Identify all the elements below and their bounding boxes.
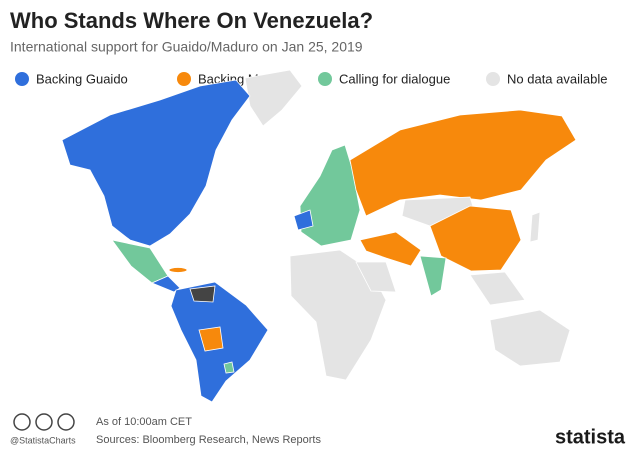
- note: As of 10:00am CET: [96, 416, 192, 428]
- legend: Backing Guaido Backing Maduro Calling fo…: [15, 71, 607, 86]
- bolivia: [198, 326, 224, 352]
- legend-label: Backing Guaido: [36, 71, 128, 86]
- russia: [349, 109, 577, 217]
- brand: statista: [555, 426, 626, 448]
- legend-swatch: [486, 72, 500, 86]
- africa: [289, 249, 387, 381]
- greenland: [244, 69, 303, 127]
- handle: @StatistaCharts: [10, 435, 76, 445]
- subtitle: International support for Guaido/Maduro …: [10, 39, 363, 55]
- sources: Sources: Bloomberg Research, News Report…: [96, 434, 321, 446]
- uruguay: [223, 361, 235, 374]
- legend-label: No data available: [507, 71, 607, 86]
- title: Who Stands Where On Venezuela?: [10, 8, 373, 33]
- cc-icon: [13, 413, 31, 431]
- legend-swatch: [177, 72, 191, 86]
- india: [419, 255, 447, 297]
- cuba: [168, 267, 188, 273]
- nd-icon: [57, 413, 75, 431]
- legend-swatch: [15, 72, 29, 86]
- australia: [489, 309, 571, 367]
- turkey-iran: [359, 231, 422, 267]
- japan: [529, 211, 541, 243]
- western-europe: [293, 209, 314, 231]
- world-map: [61, 69, 577, 403]
- north-america: [61, 79, 251, 247]
- legend-swatch: [318, 72, 332, 86]
- central-america: [150, 275, 181, 293]
- middle-east: [355, 261, 397, 293]
- venezuela: [189, 285, 216, 303]
- by-icon: [35, 413, 53, 431]
- legend-label: Calling for dialogue: [339, 71, 450, 86]
- southeast-asia: [469, 271, 526, 306]
- license-icons: [13, 413, 75, 431]
